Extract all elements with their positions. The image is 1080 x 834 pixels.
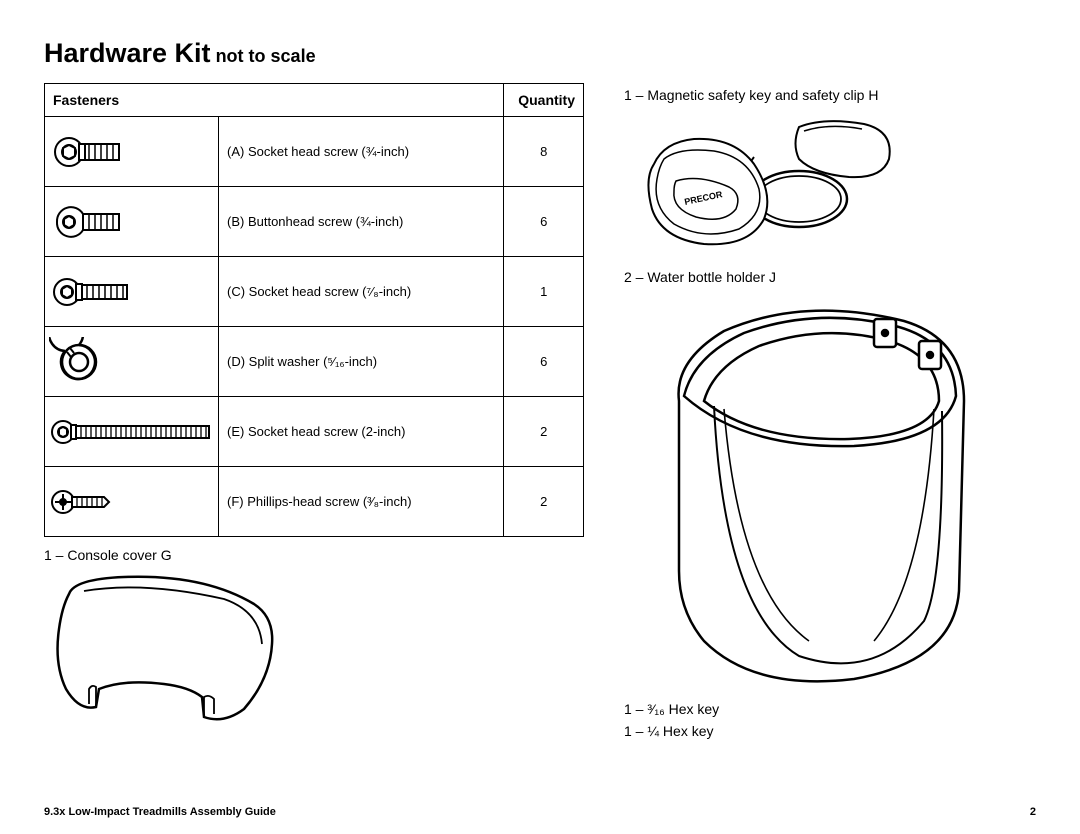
page-title: Hardware Kit not to scale <box>44 38 1036 69</box>
footer-page-number: 2 <box>1030 806 1036 818</box>
row-qty: 2 <box>504 467 584 537</box>
bottle-holder-icon <box>624 291 984 691</box>
left-column: Fasteners Quantity <box>44 83 584 745</box>
row-qty: 6 <box>504 187 584 257</box>
split-washer-d-icon <box>49 337 109 387</box>
row-qty: 1 <box>504 257 584 327</box>
hex-key-2-label: 1 – ¼ Hex key <box>624 723 1034 739</box>
col-fasteners: Fasteners <box>45 84 504 117</box>
row-label: (E) Socket head screw (2-inch) <box>219 397 504 467</box>
title-main: Hardware Kit <box>44 38 211 68</box>
bottle-holder-label: 2 – Water bottle holder J <box>624 269 1034 285</box>
table-row: (E) Socket head screw (2-inch) 2 <box>45 397 584 467</box>
row-qty: 2 <box>504 397 584 467</box>
row-qty: 6 <box>504 327 584 397</box>
console-cover-icon <box>44 569 284 729</box>
table-row: (F) Phillips-head screw (³⁄₈-inch) 2 <box>45 467 584 537</box>
buttonhead-screw-b-icon <box>49 197 139 247</box>
row-qty: 8 <box>504 117 584 187</box>
table-row: (A) Socket head screw (¾-inch) 8 <box>45 117 584 187</box>
table-row: (B) Buttonhead screw (¾-inch) 6 <box>45 187 584 257</box>
footer-left: 9.3x Low-Impact Treadmills Assembly Guid… <box>44 806 276 818</box>
row-label: (D) Split washer (⁵⁄₁₆-inch) <box>219 327 504 397</box>
socket-head-screw-a-icon <box>49 127 139 177</box>
safety-key-icon: PRECOR <box>624 109 924 259</box>
socket-head-screw-c-icon <box>49 267 144 317</box>
safety-key-label: 1 – Magnetic safety key and safety clip … <box>624 87 1034 103</box>
socket-head-screw-e-icon <box>49 412 214 452</box>
phillips-screw-f-icon <box>49 482 119 522</box>
row-label: (F) Phillips-head screw (³⁄₈-inch) <box>219 467 504 537</box>
title-sub: not to scale <box>211 46 316 66</box>
console-cover-label: 1 – Console cover G <box>44 547 584 563</box>
col-quantity: Quantity <box>504 84 584 117</box>
row-label: (C) Socket head screw (⁷⁄₈-inch) <box>219 257 504 327</box>
right-column: 1 – Magnetic safety key and safety clip … <box>624 83 1034 745</box>
row-label: (B) Buttonhead screw (¾-inch) <box>219 187 504 257</box>
fasteners-table: Fasteners Quantity <box>44 83 584 537</box>
table-row: (C) Socket head screw (⁷⁄₈-inch) 1 <box>45 257 584 327</box>
table-row: (D) Split washer (⁵⁄₁₆-inch) 6 <box>45 327 584 397</box>
page-footer: 9.3x Low-Impact Treadmills Assembly Guid… <box>44 806 1036 818</box>
row-label: (A) Socket head screw (¾-inch) <box>219 117 504 187</box>
hex-key-1-label: 1 – ³⁄₁₆ Hex key <box>624 701 1034 717</box>
